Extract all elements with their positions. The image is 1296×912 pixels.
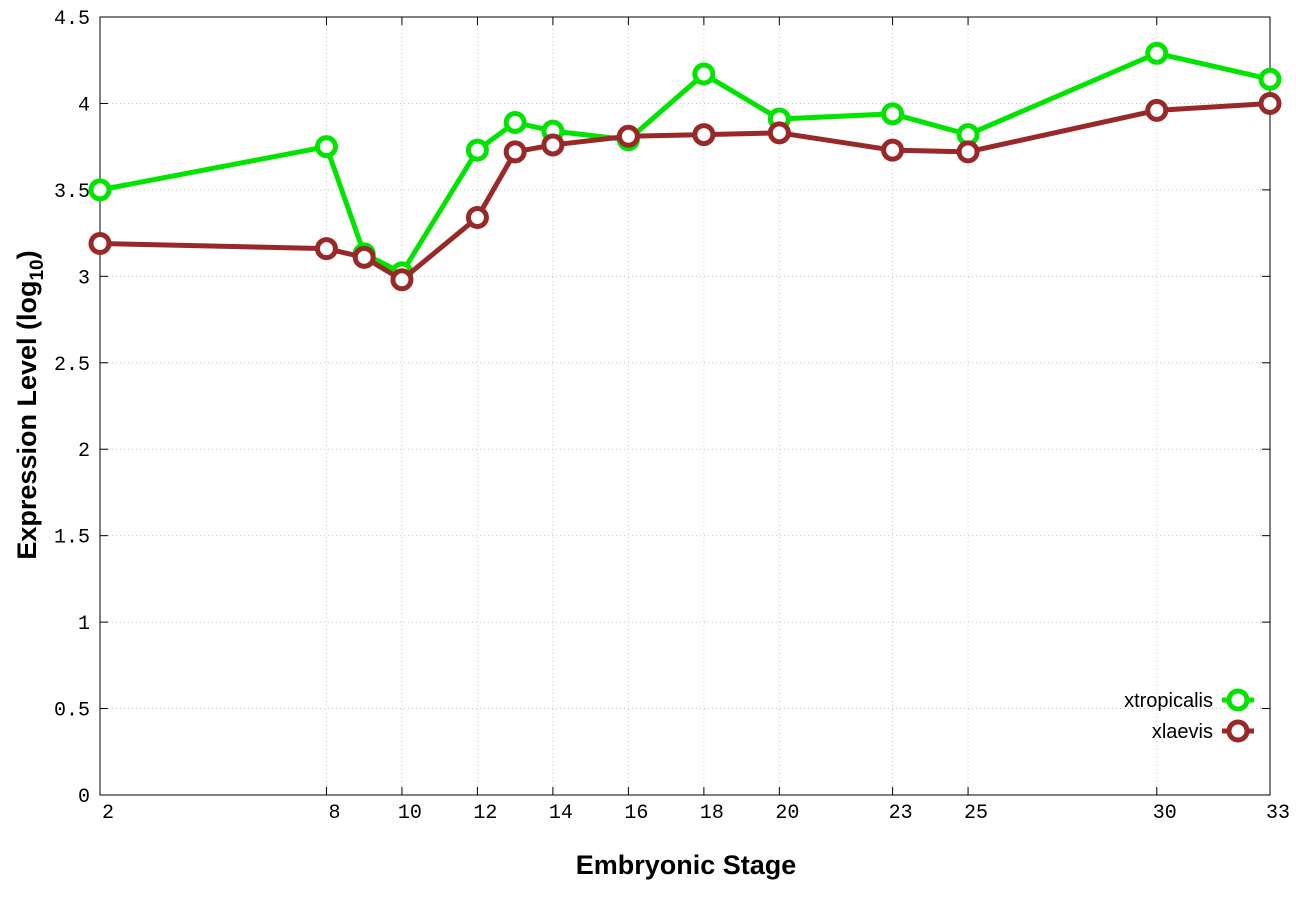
data-point (692, 123, 716, 147)
y-tick-label: 2 (78, 440, 90, 463)
y-axis-title-main: Expression Level (log (12, 281, 42, 560)
y-tick-label: 4 (78, 94, 90, 117)
data-point (767, 121, 791, 145)
data-point (352, 245, 376, 269)
y-tick-label: 1.5 (54, 527, 90, 550)
series-lines (88, 41, 1282, 292)
data-point (881, 138, 905, 162)
legend-item: xlaevis (1152, 719, 1254, 743)
x-tick-label: 20 (775, 802, 799, 825)
series-line (99, 50, 1271, 276)
data-point (1258, 67, 1282, 91)
y-axis-title-subscript: 10 (27, 259, 48, 280)
y-tick-label: 1 (78, 613, 90, 636)
y-tick-label: 4.5 (54, 8, 90, 31)
y-tick-label: 3.5 (54, 181, 90, 204)
data-point (465, 206, 489, 230)
data-point (692, 62, 716, 86)
series-xlaevis (88, 91, 1282, 292)
x-tick-label: 16 (624, 802, 648, 825)
x-tick-label: 10 (398, 802, 422, 825)
axis-ticks: 0 0.5 1 1.5 2 2.5 3 3.5 4 4.5 2 8 10 12 14 16 18 20 23 25 30… (54, 8, 1290, 825)
legend: xtropicalis xlaevis (1124, 688, 1254, 743)
series-line (99, 100, 1271, 283)
data-point (881, 102, 905, 126)
x-tick-label: 25 (964, 802, 988, 825)
x-tick-label: 33 (1266, 802, 1290, 825)
data-point (314, 237, 338, 261)
data-point (390, 268, 414, 292)
y-axis-title: Expression Level (log10) (12, 250, 48, 559)
data-point (616, 124, 640, 148)
x-tick-label: 23 (889, 802, 913, 825)
y-tick-label: 2.5 (54, 354, 90, 377)
y-axis-title-close: ) (12, 250, 42, 259)
data-point (503, 140, 527, 164)
data-point (1145, 41, 1169, 65)
data-point (1258, 91, 1282, 115)
data-point (88, 178, 112, 202)
x-tick-label: 30 (1153, 802, 1177, 825)
legend-swatch-marker (1226, 688, 1250, 712)
x-tick-label: 2 (102, 802, 114, 825)
legend-item: xtropicalis (1124, 688, 1254, 712)
legend-label: xlaevis (1152, 721, 1213, 743)
plot-frame (99, 16, 1271, 796)
data-point (956, 140, 980, 164)
y-tick-label: 0.5 (54, 700, 90, 723)
x-tick-label: 8 (328, 802, 340, 825)
data-point (1145, 98, 1169, 122)
x-tick-label: 12 (473, 802, 497, 825)
x-axis-title: Embryonic Stage (576, 850, 797, 880)
data-point (541, 133, 565, 157)
grid-lines (100, 17, 1270, 795)
x-tick-label: 18 (700, 802, 724, 825)
legend-swatch-marker (1226, 719, 1250, 743)
data-point (503, 110, 527, 134)
y-tick-label: 3 (78, 267, 90, 290)
x-tick-label: 14 (549, 802, 573, 825)
legend-label: xtropicalis (1124, 690, 1213, 712)
data-point (88, 231, 112, 255)
data-point (314, 135, 338, 159)
data-point (465, 138, 489, 162)
y-tick-label: 0 (78, 786, 90, 809)
